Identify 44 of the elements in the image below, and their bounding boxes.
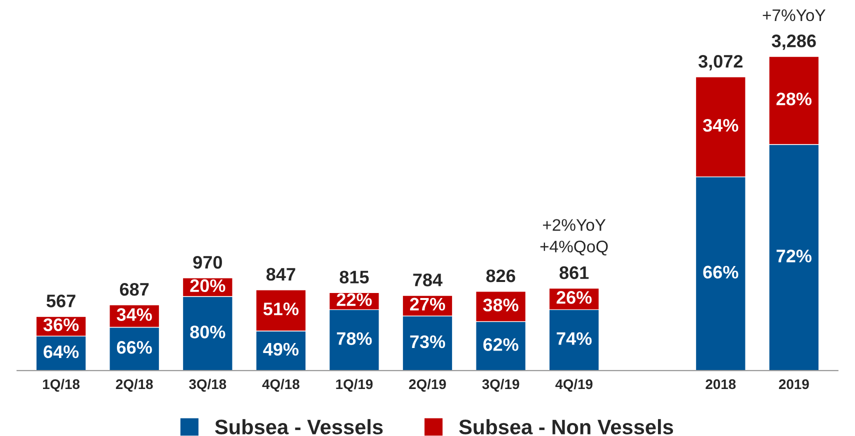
annotation: 78%: [336, 332, 372, 345]
annotation: 80%: [190, 326, 226, 338]
x-tick-label: 1Q/19: [336, 378, 373, 392]
x-tick-label: 2019: [778, 379, 809, 390]
annotation: 27%: [410, 298, 446, 311]
annotation: 847: [266, 268, 296, 281]
annotation: 567: [46, 294, 76, 308]
annotation: 38%: [483, 298, 518, 312]
annotation: 34%: [116, 308, 152, 321]
legend-label: Subsea - Vessels: [215, 419, 383, 434]
annotation: 22%: [336, 293, 372, 306]
annotation: 34%: [702, 118, 738, 132]
annotation: 64%: [44, 345, 79, 358]
annotation: 826: [486, 269, 516, 282]
annotation: 49%: [263, 342, 299, 356]
annotation: 3,072: [698, 54, 743, 70]
annotation: +2%YoY +4%QoQ: [540, 219, 608, 256]
annotation: 687: [120, 282, 149, 296]
text: 3,286: [772, 34, 816, 50]
annotation: 74%: [556, 332, 592, 345]
x-tick-label: 1Q/18: [43, 378, 80, 392]
annotation: 784: [413, 274, 442, 286]
x-tick-label: 4Q/19: [555, 378, 592, 392]
x-tick-label: 3Q/18: [189, 378, 226, 392]
x-tick-label: 3Q/19: [482, 378, 520, 392]
annotation: 26%: [556, 291, 592, 304]
annotation: 62%: [483, 338, 518, 351]
annotation: 815: [340, 270, 369, 284]
text: +7%YoY: [762, 9, 826, 22]
annotation: 970: [193, 256, 222, 269]
x-tick-label: 4Q/18: [262, 378, 300, 392]
annotation: 66%: [703, 266, 738, 279]
annotation: 20%: [190, 279, 226, 292]
x-tick-label: 2018: [706, 379, 736, 390]
legend-label: Subsea - Non Vessels: [459, 419, 674, 434]
annotation: 861: [560, 266, 589, 280]
annotation: 28%: [776, 92, 812, 106]
annotation: 36%: [43, 318, 79, 332]
x-tick-label: 2Q/19: [409, 378, 446, 392]
annotation: 66%: [116, 340, 152, 354]
x-tick-label: 2Q/18: [116, 378, 153, 392]
annotation: 51%: [263, 302, 299, 316]
annotation: 73%: [410, 335, 446, 348]
annotation: 72%: [776, 250, 812, 262]
